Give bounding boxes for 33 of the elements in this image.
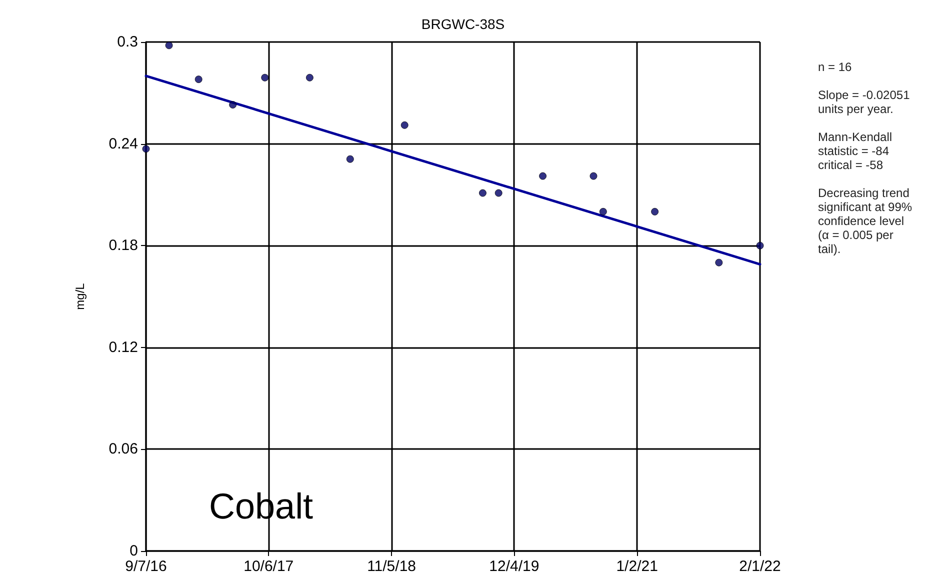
text: Slope = -0.02051 units per year. bbox=[818, 88, 910, 116]
y-tick-label: 0.06 bbox=[108, 440, 138, 458]
point bbox=[261, 74, 269, 82]
point bbox=[478, 189, 486, 197]
point bbox=[165, 42, 173, 50]
point bbox=[715, 258, 723, 266]
text: Mann-Kendall statistic = -84 critical = -58 bbox=[818, 130, 892, 172]
x-tick-label: 1/2/21 bbox=[616, 558, 658, 575]
x-tick-label: 11/5/18 bbox=[367, 558, 416, 575]
x-tick-label: 2/1/22 bbox=[739, 558, 781, 575]
y-axis-title: mg/L bbox=[73, 282, 87, 310]
y-tick-label: 0.12 bbox=[108, 338, 138, 356]
text: n = 16 bbox=[818, 60, 852, 74]
x-tick-label: 12/4/19 bbox=[489, 558, 540, 575]
point bbox=[599, 208, 607, 216]
point bbox=[651, 208, 659, 216]
point bbox=[756, 242, 764, 250]
chart-title: BRGWC-38S bbox=[421, 16, 505, 32]
x-tick-label: 9/7/16 bbox=[125, 558, 167, 575]
point bbox=[400, 121, 408, 129]
y-tick-label: 0.24 bbox=[108, 135, 138, 152]
point bbox=[194, 76, 202, 84]
y-tick-label: 0 bbox=[130, 542, 138, 560]
y-tick-label: 0.3 bbox=[117, 34, 138, 50]
point bbox=[590, 172, 598, 180]
y-tick-label: 0.18 bbox=[108, 237, 138, 254]
point bbox=[306, 74, 314, 82]
point bbox=[229, 101, 237, 109]
point bbox=[346, 155, 354, 163]
point bbox=[494, 189, 502, 197]
x-tick-label: 10/6/17 bbox=[244, 558, 294, 575]
point bbox=[539, 172, 547, 180]
text: Decreasing trend significant at 99% confidence level (α = 0.005 per tail). bbox=[818, 186, 912, 256]
